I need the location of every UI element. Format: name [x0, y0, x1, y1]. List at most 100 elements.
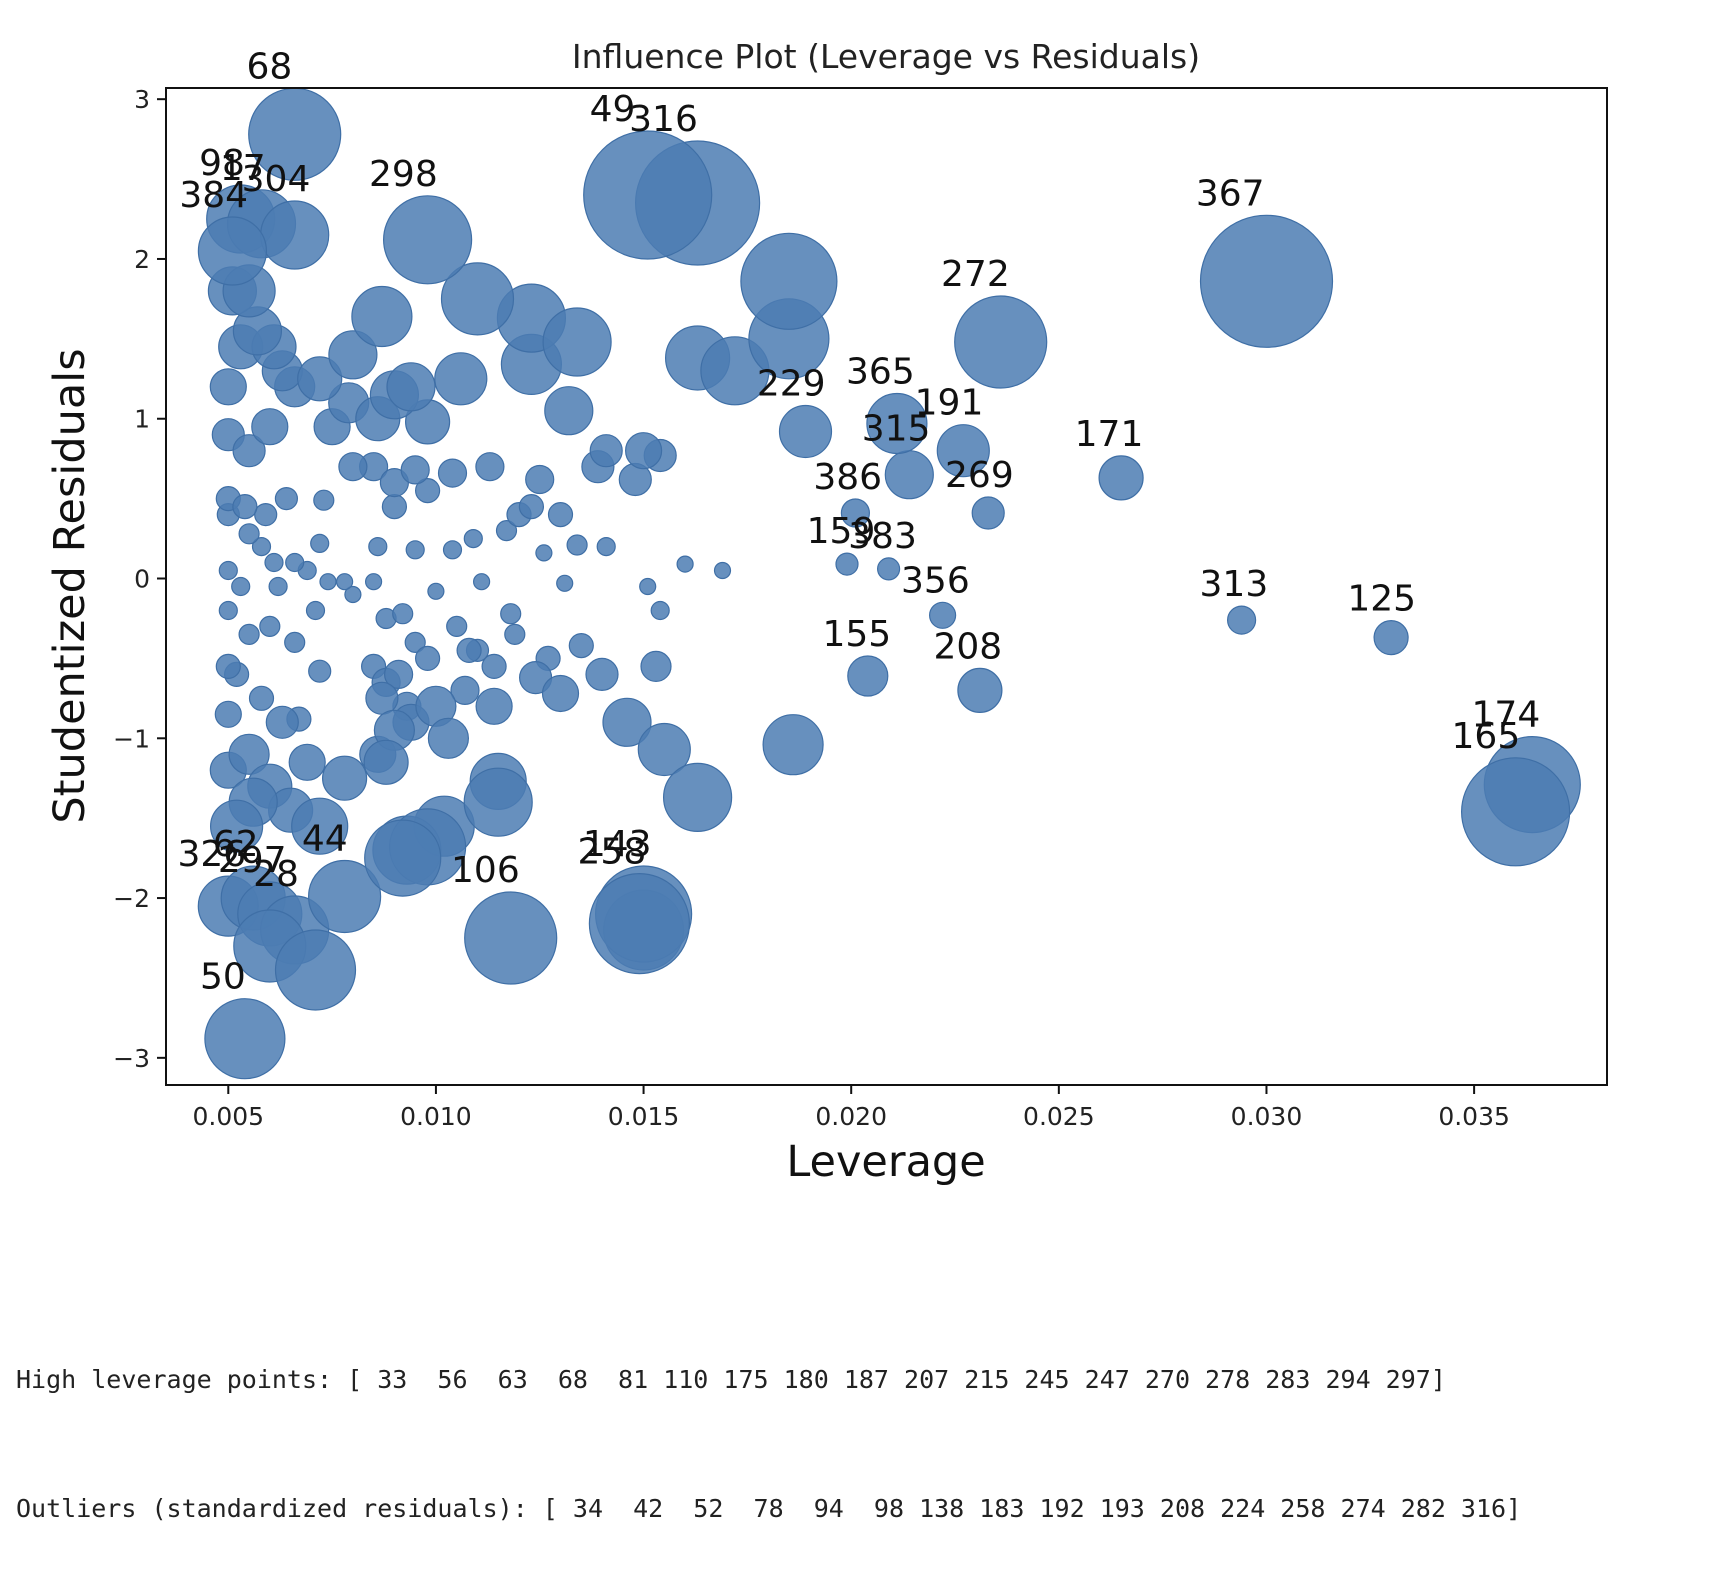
data-point [214, 700, 242, 728]
point-label-384: 384 [179, 175, 248, 216]
data-point-356 [928, 601, 957, 629]
y-tick-label: 1 [134, 405, 150, 434]
y-axis-label: Studentized Residuals [45, 348, 95, 823]
data-point [404, 631, 426, 654]
plot-area-frame [165, 87, 1608, 1086]
data-point-313 [1226, 605, 1257, 635]
data-point-171 [1098, 455, 1144, 501]
data-point [450, 675, 480, 706]
data-point [381, 494, 407, 520]
data-point-367 [1199, 214, 1334, 348]
data-point [310, 533, 330, 554]
data-point [319, 573, 337, 591]
data-point [602, 697, 652, 747]
y-tick-label: 2 [134, 245, 150, 274]
data-point [639, 577, 657, 596]
data-point-191 [936, 424, 990, 478]
point-label-229: 229 [757, 364, 826, 405]
data-point [344, 585, 362, 604]
data-point [740, 232, 838, 330]
data-point [364, 819, 442, 897]
point-label-174: 174 [1472, 695, 1541, 736]
data-point [463, 767, 533, 837]
data-point [762, 714, 824, 776]
data-point [415, 645, 441, 672]
y-axis: 3 2 1 0 −1 −2 −3 [113, 85, 166, 1073]
data-point [305, 600, 326, 621]
data-point [437, 458, 468, 488]
data-point [313, 489, 335, 511]
data-point [427, 717, 469, 759]
data-point [585, 657, 619, 692]
data-point [308, 659, 332, 683]
data-point [288, 743, 326, 781]
data-point [231, 576, 251, 597]
data-point [556, 574, 574, 592]
data-point [238, 623, 260, 646]
data-point [297, 356, 343, 402]
point-label-28: 28 [253, 854, 299, 895]
data-point [265, 705, 299, 739]
data-point [259, 615, 281, 638]
data-point [456, 637, 482, 664]
point-label-62: 62 [213, 824, 259, 865]
x-tick-label: 0.035 [1438, 1102, 1510, 1131]
data-point [566, 534, 588, 556]
point-label-171: 171 [1075, 414, 1144, 455]
data-point [384, 659, 414, 690]
point-label-383: 383 [848, 516, 917, 557]
data-point [405, 540, 425, 560]
point-label-356: 356 [901, 560, 970, 601]
data-point [504, 623, 526, 646]
data-point-229 [778, 404, 833, 459]
point-label-272: 272 [941, 254, 1010, 295]
point-label-125: 125 [1347, 579, 1416, 620]
data-point [365, 681, 399, 715]
data-point [518, 494, 545, 520]
influence-plot: Influence Plot (Leverage vs Residuals) 6… [45, 37, 1608, 1187]
data-point [232, 494, 258, 520]
point-label-143: 143 [583, 824, 652, 865]
data-point [218, 560, 238, 581]
data-point [274, 929, 357, 1011]
x-axis: 0.005 0.010 0.015 0.020 0.025 0.030 0.035 [193, 1085, 1510, 1131]
point-label-165: 165 [1452, 716, 1521, 757]
point-label-304: 304 [242, 159, 311, 200]
data-point [589, 434, 623, 468]
data-point [650, 600, 670, 621]
point-label-191: 191 [915, 383, 984, 424]
y-tick-label: −3 [113, 1044, 150, 1073]
point-label-316: 316 [629, 99, 698, 140]
data-point-258 [588, 872, 691, 975]
data-point [322, 755, 368, 801]
data-point-383 [876, 557, 901, 581]
point-label-315: 315 [862, 409, 931, 450]
data-point [215, 653, 241, 680]
point-label-208: 208 [933, 626, 1002, 667]
data-point-386 [840, 498, 871, 528]
x-axis-label: Leverage [786, 1137, 985, 1187]
data-point-44 [308, 859, 382, 934]
point-label-367: 367 [1196, 173, 1265, 214]
console-output: High leverage points: [ 33 56 63 68 81 1… [16, 1272, 1716, 1573]
data-point [463, 528, 483, 549]
data-point [500, 603, 522, 625]
data-point [415, 478, 441, 504]
data-point [475, 452, 505, 482]
point-label-50: 50 [200, 957, 246, 998]
data-point [363, 739, 409, 785]
data-point [268, 576, 288, 597]
data-point [238, 523, 260, 545]
data-point-269 [971, 496, 1005, 530]
data-point [481, 653, 507, 680]
data-point-208 [957, 667, 1003, 714]
data-point [713, 561, 732, 580]
point-label-68: 68 [246, 46, 292, 87]
y-tick-label: 3 [134, 85, 150, 114]
data-point-304 [260, 200, 330, 270]
data-point-106 [464, 891, 558, 985]
data-point [475, 687, 513, 725]
data-point [209, 368, 247, 406]
point-label-298: 298 [369, 154, 438, 195]
point-label-159: 159 [807, 511, 876, 552]
